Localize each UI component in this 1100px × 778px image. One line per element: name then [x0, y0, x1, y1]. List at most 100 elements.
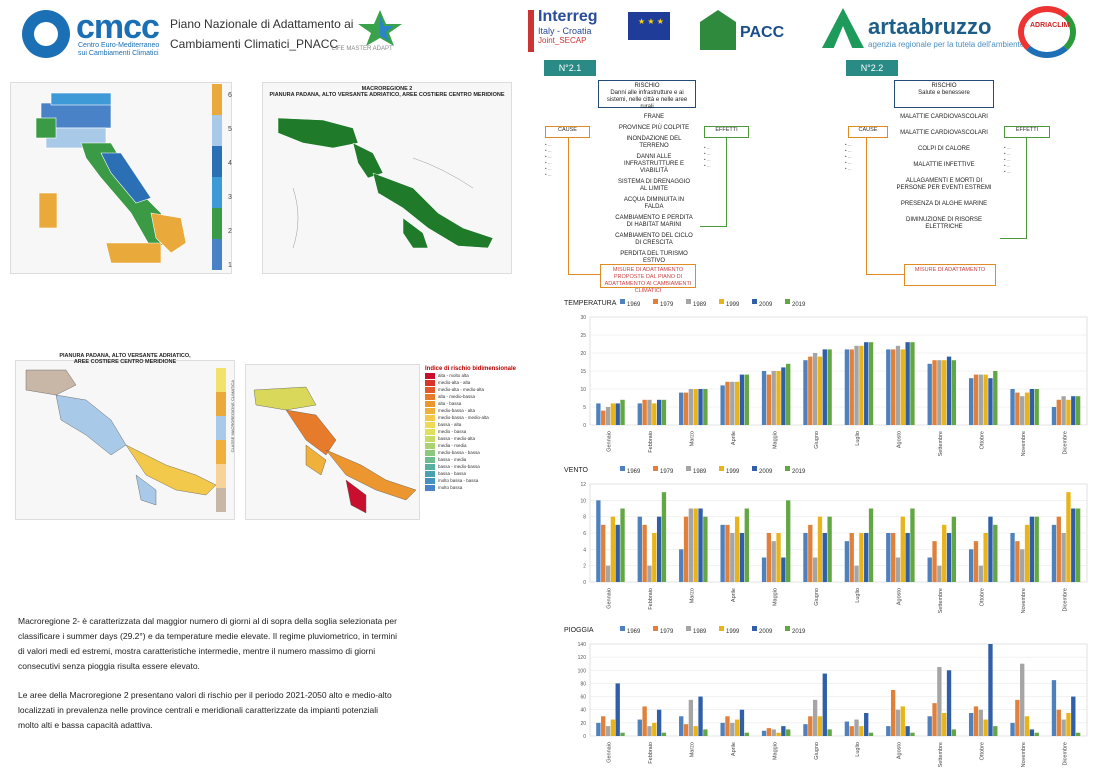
bar: [781, 726, 786, 736]
bar: [720, 722, 725, 736]
bar: [1056, 399, 1061, 425]
bar: [1075, 732, 1081, 736]
bar: [1024, 392, 1030, 425]
temperature-chart: TEMPERATURA 1969 1979 1989 1999 2009 2019 0 5 10 1…: [564, 299, 1088, 456]
bar: [1071, 508, 1076, 582]
bar: [951, 360, 957, 425]
bar: [601, 716, 606, 736]
legend-swatch: [216, 488, 226, 512]
bar: [844, 721, 850, 736]
x-tick-label: Febbraio: [648, 742, 654, 764]
y-tick-label: 15: [580, 369, 586, 375]
n21-label: N°2.1: [544, 60, 596, 76]
legend-label: 1969: [627, 302, 641, 308]
bar: [776, 371, 781, 425]
bar: [771, 729, 776, 736]
legend-label: 2: [228, 228, 232, 235]
map3-macroregion-classes: PIANURA PADANA, ALTO VERSANTE ADRIATICO,…: [15, 353, 235, 520]
bar: [661, 399, 667, 425]
bar: [656, 516, 662, 582]
bar: [637, 719, 642, 736]
bar: [844, 349, 850, 425]
bar: [942, 360, 947, 425]
legend-swatch: [719, 299, 724, 304]
flow-item: PROVINCE PIÙ COLPITE: [618, 125, 690, 131]
bar: [905, 726, 910, 736]
right-cause-box: CAUSE: [848, 126, 888, 138]
legend-label: 3: [228, 194, 232, 201]
left-cause-box: CAUSE: [545, 126, 590, 138]
risk-legend-title: Indice di rischio bidimensionale: [425, 366, 517, 372]
legend-swatch: [216, 440, 226, 464]
bar: [610, 516, 616, 582]
bar: [927, 716, 932, 736]
connector-line: [568, 138, 569, 274]
x-tick-label: Maggio: [772, 588, 778, 606]
risk-legend-item: bassa - medio-alta: [425, 435, 535, 442]
bar: [905, 533, 910, 582]
risk-legend-item: medio - bassa: [425, 428, 535, 435]
bar: [812, 353, 818, 425]
bar: [859, 533, 864, 582]
risk-legend-item: medio-alta - medio-alta: [425, 386, 535, 393]
bar: [739, 374, 745, 425]
legend-swatch: [216, 464, 226, 488]
legend-swatch: [620, 299, 625, 304]
pacc-name: PACC: [740, 24, 785, 41]
bar: [739, 709, 745, 736]
map2-subtitle: PIANURA PADANA, ALTO VERSANTE ADRIATICO,…: [269, 92, 505, 98]
legend-label: 5: [228, 126, 232, 133]
interreg-sub-line1: Italy - Croatia: [538, 26, 592, 36]
x-tick-label: Settembre: [938, 431, 944, 456]
bar: [1020, 549, 1025, 582]
bar: [854, 719, 859, 736]
connector-line: [726, 138, 727, 226]
bar: [1066, 713, 1071, 736]
x-tick-label: Marzo: [690, 431, 696, 446]
bar: [890, 690, 896, 736]
risk-legend-item: alta - medio-bassa: [425, 393, 535, 400]
y-tick-label: 4: [583, 547, 586, 553]
eu-flag-icon: ★ ★ ★: [628, 12, 670, 40]
risk-legend-label: molto bassa: [438, 485, 463, 490]
x-tick-label: Dicembre: [1062, 431, 1068, 455]
bar: [937, 667, 942, 736]
x-tick-label: Agosto: [897, 742, 903, 759]
bar: [1066, 399, 1071, 425]
risk-legend-swatch: [425, 463, 435, 470]
star-label: LIFE MASTER ADAPT: [332, 46, 393, 52]
bar: [656, 709, 662, 736]
bar: [683, 392, 689, 425]
flow-item: CAMBIAMENTO DEL CICLO DI CRESCITA: [615, 233, 693, 246]
bar: [761, 371, 767, 425]
chart-title: TEMPERATURA: [564, 300, 617, 307]
bar: [771, 541, 776, 582]
bar: [652, 403, 657, 425]
legend-label: 2019: [792, 469, 806, 475]
cmcc-subtitle: Centro Euro-Mediterraneo sui Cambiamenti…: [78, 42, 159, 58]
risk-legend-swatch: [425, 421, 435, 428]
legend-swatch: [686, 299, 691, 304]
bar: [895, 345, 901, 425]
adaptation-box-1: MISURE DI ADATTAMENTO PROPOSTE DAL PIANO…: [600, 264, 696, 294]
bar: [946, 670, 952, 736]
adriaclim-logo-icon: [1018, 6, 1076, 58]
y-tick-label: 100: [578, 668, 587, 674]
risk-legend-label: bassa - alta: [438, 422, 462, 427]
bar: [895, 709, 901, 736]
bar: [610, 403, 616, 425]
bar: [734, 516, 740, 582]
legend-label: 4: [228, 160, 232, 167]
y-tick-label: 40: [580, 708, 586, 714]
x-tick-label: Luglio: [855, 431, 861, 446]
bar: [978, 565, 983, 582]
map3-side-label: CLASSE MACROREGIONE CLIMATICA: [230, 380, 235, 453]
bar: [822, 673, 827, 736]
risk-legend-item: alta - bassa: [425, 400, 535, 407]
bar: [781, 557, 786, 582]
y-tick-label: 140: [578, 642, 587, 648]
connector-line: [1000, 238, 1027, 239]
bar: [1061, 533, 1066, 582]
bar: [720, 385, 725, 425]
connector-line: [568, 274, 600, 275]
